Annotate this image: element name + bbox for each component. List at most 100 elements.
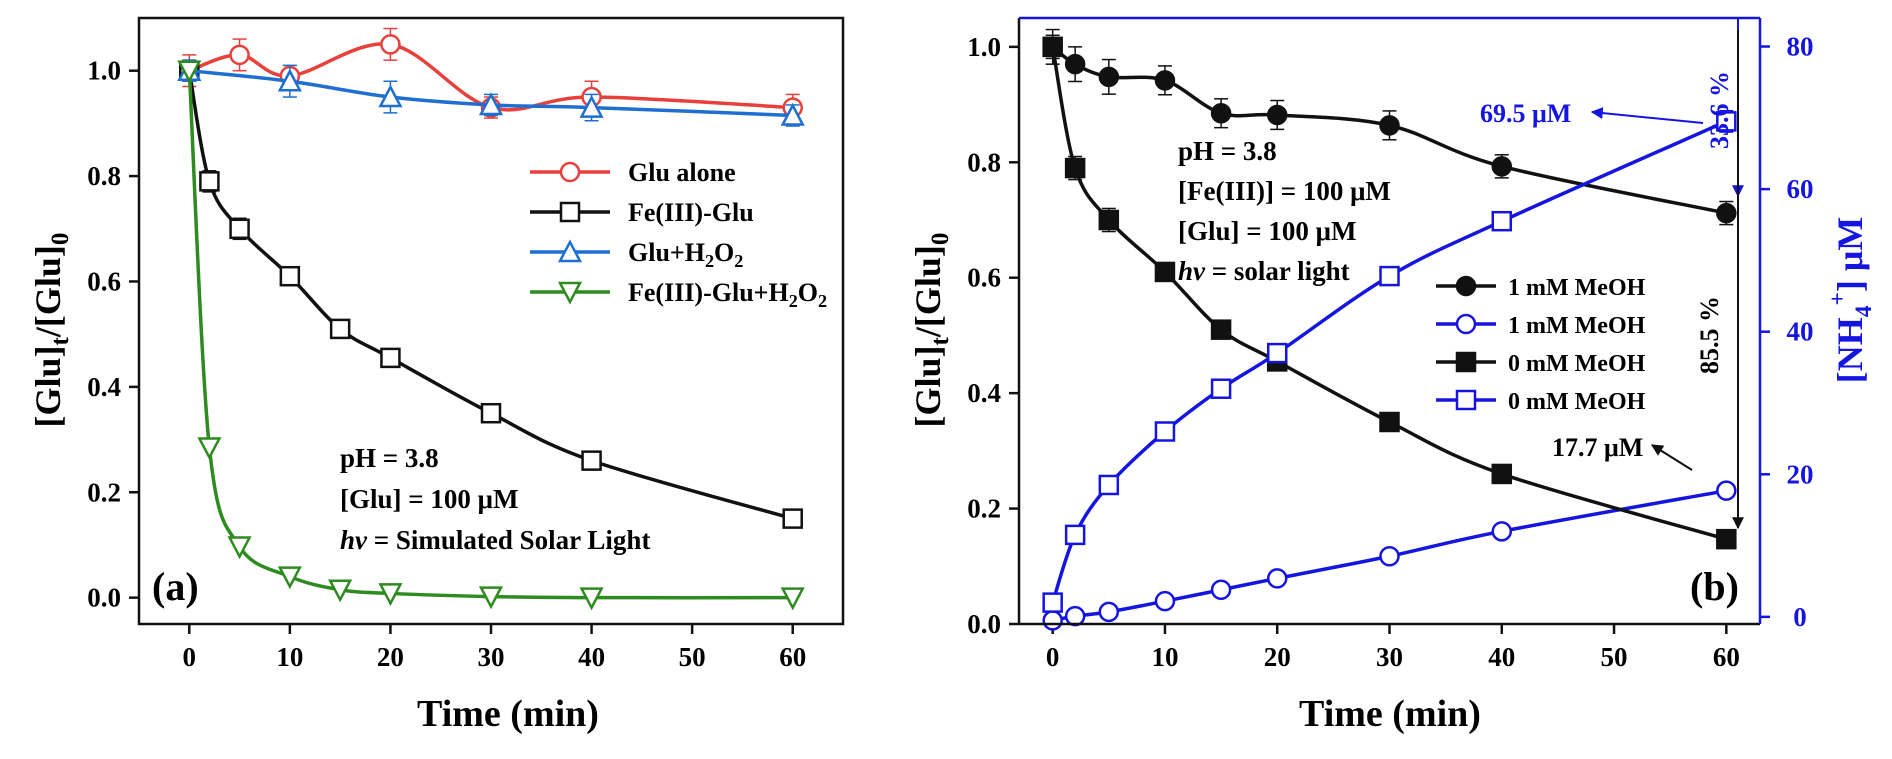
- panel-b-series-3-point: [1154, 421, 1176, 442]
- panel-b-annotation-glu: [Glu] = 100 μM: [1178, 216, 1356, 246]
- panel-b-series-1-point: [1491, 521, 1513, 542]
- panel-b-legend-marker: [1455, 351, 1477, 373]
- panel-b-x-tick-label: 40: [1488, 642, 1515, 672]
- panel-a-series-3-point: [277, 566, 302, 590]
- panel-a-x-tick-label: 10: [276, 642, 303, 672]
- panel-a-legend: Glu alone Fe(III)-Glu Glu+H2O2 Fe(III)-Glu+…: [530, 158, 827, 311]
- panel-b-series-0-point: [1154, 70, 1176, 91]
- panel-b-annotation-177: 17.7 μM: [1552, 433, 1643, 462]
- chart-panel-b: 0 10 20 30 40 50 60 0.0 0.2 0.4 0.6 0.8 1.0 0 20 40 60 80…: [908, 16, 1877, 735]
- panel-b-legend-marker: [1455, 275, 1477, 297]
- panel-a-series-2-point: [579, 94, 604, 118]
- panel-a-y-axis-title: [Glu]t/[Glu]0: [28, 232, 74, 427]
- panel-b-series-0-line: [1051, 45, 1727, 215]
- panel-a-legend-label: Fe(III)-Glu: [628, 198, 754, 227]
- panel-b-x-tick-label: 10: [1151, 642, 1178, 672]
- panel-b-series-0-point: [1266, 104, 1288, 126]
- panel-b-legend: 1 mM MeOH 1 mM MeOH 0 mM MeOH 0 mM MeOH: [1436, 275, 1646, 415]
- panel-b-series-2-point: [1042, 36, 1063, 58]
- panel-b-annotation-ph: pH = 3.8: [1178, 136, 1277, 166]
- panel-b-legend-label: 0 mM MeOH: [1508, 389, 1646, 415]
- panel-b-x-axis-title: Time (min): [1299, 693, 1481, 735]
- panel-b-legend-label: 0 mM MeOH: [1508, 351, 1646, 377]
- panel-b-series-3-point: [1491, 210, 1513, 232]
- panel-b-series-3-point: [1210, 378, 1232, 399]
- panel-b-series-1-point: [1210, 579, 1232, 601]
- panel-b-y-tick-label: 0.6: [967, 263, 1001, 293]
- panel-a-y-tick-label: 0.8: [87, 161, 121, 191]
- panel-b-annotation-light: hv = solar light: [1178, 256, 1350, 286]
- panel-a-series-2-point: [378, 84, 403, 108]
- panel-a-annotation-light: hv = Simulated Solar Light: [340, 525, 650, 555]
- panel-b-legend-marker: [1455, 389, 1477, 411]
- panel-b-legend-label: 1 mM MeOH: [1508, 275, 1646, 301]
- panel-a-series-1-point: [782, 508, 803, 529]
- panel-b-x-tick-label: 30: [1376, 642, 1403, 672]
- panel-a-series-layer: [177, 27, 805, 611]
- panel-a-series-3-point: [197, 437, 222, 461]
- panel-a-series-1-point: [199, 171, 220, 192]
- panel-a-y-tick-label: 0.6: [87, 266, 121, 296]
- panel-a-series-2-point: [478, 92, 504, 116]
- panel-b-legend-label: 1 mM MeOH: [1508, 313, 1646, 339]
- panel-a-series-0-point: [229, 44, 250, 66]
- panel-a-series-0-point: [380, 34, 401, 55]
- panel-a-ticks-layer: 0 10 20 30 40 50 60 0.0 0.2 0.4 0.6 0.8 1.0: [87, 56, 806, 672]
- panel-b-y-tick-label: 0.4: [967, 378, 1001, 408]
- panel-b-series-1-line: [1052, 488, 1727, 623]
- panel-b-annotation-fe: [Fe(III)] = 100 μM: [1178, 176, 1391, 206]
- panel-a-label: (a): [152, 564, 199, 609]
- panel-a-annotation-glu: [Glu] = 100 μM: [340, 484, 518, 514]
- panel-b-legend-marker: [1455, 313, 1477, 335]
- panel-b-annotation-855: 85.5 %: [1695, 296, 1724, 374]
- panel-a-series-2-point: [277, 68, 302, 92]
- panel-b-series-0-point: [1098, 66, 1120, 88]
- panel-a-series-1-point: [329, 318, 351, 340]
- panel-b-series-2-point: [1098, 209, 1120, 231]
- panel-a-series-1-point: [480, 402, 502, 424]
- panel-a-legend-label: Glu+H2O2: [628, 238, 743, 271]
- panel-b-ticks-layer: 0 10 20 30 40 50 60 0.0 0.2 0.4 0.6 0.8 1.0 0 20 40 60 80: [967, 32, 1813, 672]
- panel-a-series-0-line: [188, 42, 793, 112]
- panel-b-series-1-point: [1716, 480, 1737, 501]
- panel-b-y2-tick-label: 20: [1787, 459, 1814, 489]
- panel-b-series-0-point: [1210, 102, 1232, 124]
- panel-b-series-3-point: [1379, 265, 1400, 287]
- panel-b-right-axis-title: [NH4+] μM: [1825, 217, 1877, 383]
- panel-a-legend-marker: [557, 281, 583, 305]
- panel-b-series-2-point: [1379, 411, 1400, 433]
- panel-b-y2-tick-label: 40: [1787, 317, 1814, 347]
- panel-a-series-2-point: [780, 102, 805, 126]
- panel-b-arrow-177: [1650, 444, 1693, 471]
- panel-b-x-tick-label: 0: [1046, 642, 1060, 672]
- panel-b-series-1-point: [1266, 568, 1288, 589]
- panel-a-plot-frame: [137, 16, 845, 626]
- panel-b-series-0-point: [1064, 53, 1086, 75]
- panel-b-x-tick-label: 50: [1601, 642, 1628, 672]
- panel-a-y-tick-label: 1.0: [87, 56, 121, 86]
- panel-b-series-3-point: [1266, 342, 1288, 364]
- panel-b-series-3-point: [1716, 111, 1737, 132]
- panel-a-x-tick-label: 20: [377, 642, 404, 672]
- panel-a-x-tick-label: 30: [478, 642, 505, 672]
- panel-b-y-tick-label: 1.0: [967, 32, 1001, 62]
- panel-a-series-3-point: [177, 60, 202, 84]
- panel-b-series-0-point: [1716, 202, 1737, 224]
- panel-a-series-3-point: [378, 583, 403, 607]
- panel-a-legend-marker: [559, 201, 581, 223]
- panel-b-series-3-point: [1042, 592, 1063, 613]
- panel-b-series-1-point: [1042, 610, 1063, 631]
- panel-b-series-1-point: [1154, 590, 1176, 612]
- panel-a-legend-label: Fe(III)-Glu+H2O2: [628, 278, 827, 311]
- panel-b-series-2-point: [1491, 463, 1513, 485]
- panel-a-legend-label: Glu alone: [628, 158, 736, 187]
- panel-b-y2-tick-label: 60: [1787, 174, 1814, 204]
- panel-a-legend-marker: [557, 239, 583, 263]
- panel-a-y-tick-label: 0.2: [87, 477, 121, 507]
- panel-b-series-0-point: [1491, 156, 1513, 177]
- panel-a-series-3-point: [579, 587, 604, 611]
- panel-b-series-layer: [1042, 28, 1737, 631]
- panel-b-x-tick-label: 20: [1264, 642, 1291, 672]
- panel-b-y-tick-label: 0.8: [967, 147, 1001, 177]
